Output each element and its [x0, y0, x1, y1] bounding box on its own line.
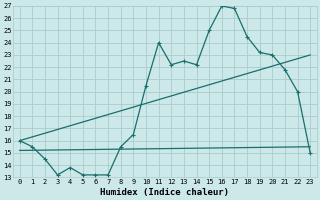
X-axis label: Humidex (Indice chaleur): Humidex (Indice chaleur)	[100, 188, 229, 197]
